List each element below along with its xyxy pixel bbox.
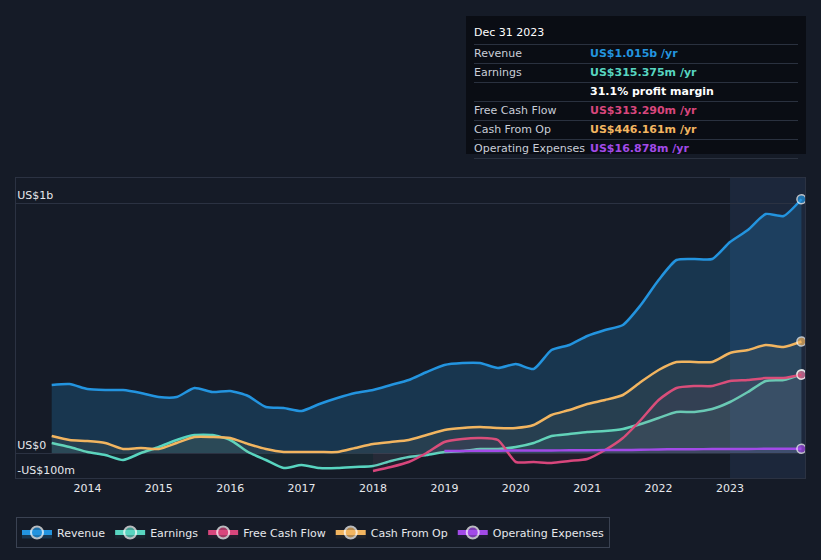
html-text:US$1.015b /yr: US$1.015b /yr	[590, 47, 678, 60]
svg-text:2019: 2019	[430, 482, 458, 495]
html-text:Earnings: Earnings	[474, 66, 522, 79]
html-text:Operating Expenses: Operating Expenses	[474, 142, 585, 155]
svg-text:2015: 2015	[145, 482, 173, 495]
svg-text:2014: 2014	[73, 482, 101, 495]
svg-text:Cash From Op: Cash From Op	[371, 527, 448, 540]
html-text:US$313.290m /yr: US$313.290m /yr	[590, 104, 697, 117]
html-text:31.1% profit margin: 31.1% profit margin	[590, 85, 714, 98]
html-text:Dec 31 2023: Dec 31 2023	[474, 26, 545, 39]
svg-text:Operating Expenses: Operating Expenses	[493, 527, 604, 540]
svg-text:US$1b: US$1b	[17, 189, 53, 202]
html-text:US$16.878m /yr: US$16.878m /yr	[590, 142, 689, 155]
html-text:Cash From Op: Cash From Op	[474, 123, 551, 136]
svg-text:-US$100m: -US$100m	[17, 464, 75, 477]
svg-text:2020: 2020	[502, 482, 530, 495]
svg-text:2017: 2017	[288, 482, 316, 495]
html-text:Free Cash Flow: Free Cash Flow	[474, 104, 557, 117]
html-text:US$446.161m /yr: US$446.161m /yr	[590, 123, 697, 136]
svg-text:Free Cash Flow: Free Cash Flow	[243, 527, 326, 540]
svg-text:2018: 2018	[359, 482, 387, 495]
svg-text:2023: 2023	[716, 482, 744, 495]
html-text:Revenue: Revenue	[474, 47, 522, 60]
svg-text:Revenue: Revenue	[57, 527, 105, 540]
svg-text:Earnings: Earnings	[150, 527, 198, 540]
svg-text:2022: 2022	[645, 482, 673, 495]
html-text:US$315.375m /yr: US$315.375m /yr	[590, 66, 697, 79]
svg-text:US$0: US$0	[17, 439, 46, 452]
svg-text:2021: 2021	[573, 482, 601, 495]
svg-text:2016: 2016	[216, 482, 244, 495]
